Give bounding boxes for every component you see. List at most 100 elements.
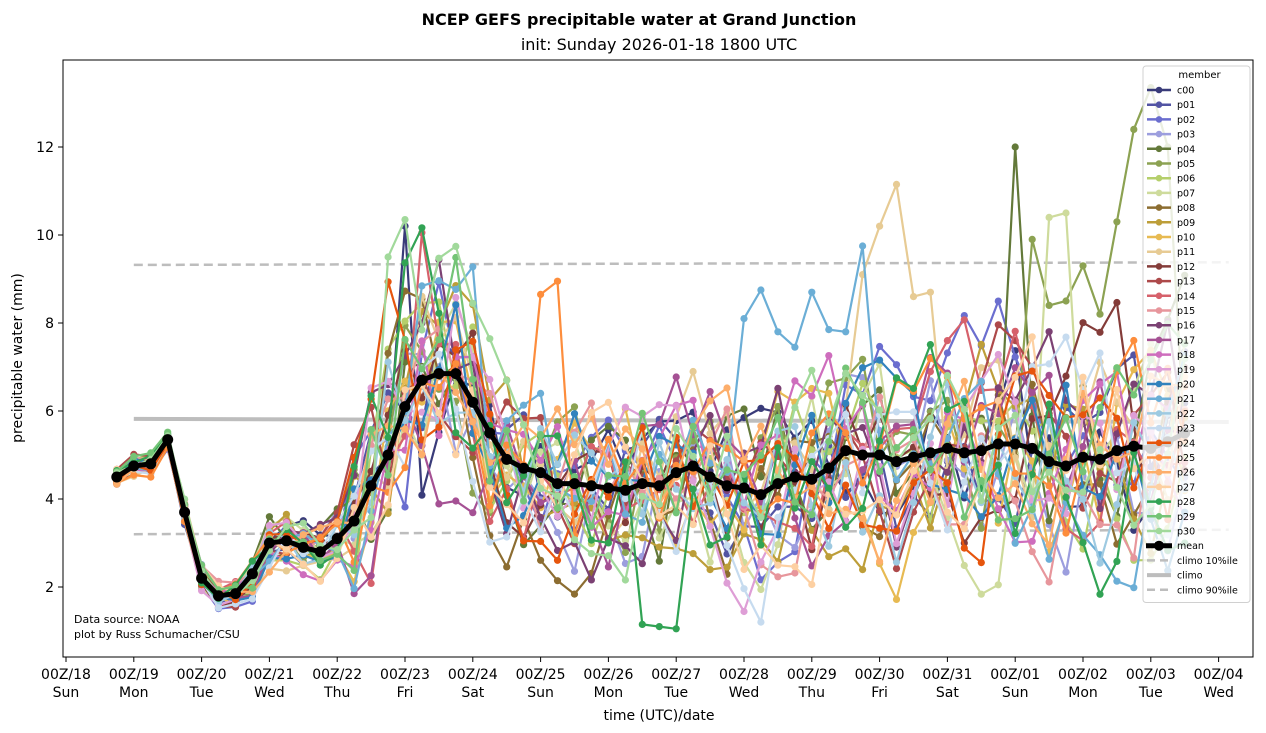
legend-label: p18 xyxy=(1177,350,1195,361)
point-p25 xyxy=(553,277,562,285)
legend-label: p21 xyxy=(1177,394,1195,405)
point-p27 xyxy=(740,565,748,574)
point-p27 xyxy=(520,519,528,527)
point-p08 xyxy=(469,454,477,462)
point-p23 xyxy=(977,434,985,443)
point-p29 xyxy=(638,409,646,417)
point-p18 xyxy=(604,508,613,516)
point-p28 xyxy=(943,405,952,414)
legend-marker xyxy=(1155,424,1163,432)
legend-item-p18: p18 xyxy=(1147,350,1195,361)
point-p28 xyxy=(842,523,850,531)
point-p27 xyxy=(960,525,968,533)
point-p03 xyxy=(1062,568,1070,576)
x-axis: 00Z/18 Sun 00Z/19 Mon 00Z/20 Tue 00Z/21 Wed 00Z/… xyxy=(41,657,1244,701)
point-p23 xyxy=(909,408,918,416)
point-p29 xyxy=(1079,468,1087,476)
point-p07 xyxy=(537,448,545,456)
legend-label: p24 xyxy=(1177,438,1195,449)
mean-point xyxy=(1111,445,1123,457)
point-p13 xyxy=(503,398,511,406)
point-p27 xyxy=(299,560,307,568)
point-p19 xyxy=(757,558,765,566)
mean-point xyxy=(162,434,174,446)
point-p26 xyxy=(859,514,867,523)
point-p30 xyxy=(418,326,426,334)
point-p02 xyxy=(757,576,765,584)
point-p25 xyxy=(1045,482,1053,490)
point-p25 xyxy=(486,502,494,510)
legend-item-p02: p02 xyxy=(1147,115,1195,126)
point-p08 xyxy=(503,563,511,571)
point-p15 xyxy=(1028,548,1036,556)
point-p08 xyxy=(876,533,884,541)
point-p24 xyxy=(825,524,833,533)
point-p30 xyxy=(401,216,409,224)
point-p27 xyxy=(452,451,460,459)
point-p28 xyxy=(520,472,528,480)
point-p19 xyxy=(1130,411,1138,420)
legend-label: p29 xyxy=(1177,512,1195,523)
point-p22 xyxy=(638,510,646,518)
mean-point xyxy=(874,449,886,461)
point-p12 xyxy=(1096,328,1104,336)
legend-label: p02 xyxy=(1177,115,1195,126)
point-p24 xyxy=(842,481,850,489)
mean-point xyxy=(552,478,563,490)
point-p02 xyxy=(926,397,935,405)
mean-point xyxy=(416,374,428,386)
point-p24 xyxy=(452,346,460,354)
point-p30 xyxy=(367,513,375,522)
point-p24 xyxy=(960,544,968,552)
point-p28 xyxy=(384,433,392,442)
legend-marker xyxy=(1155,189,1163,197)
legend-item-p13: p13 xyxy=(1147,277,1195,288)
legend-item-p28: p28 xyxy=(1147,497,1195,508)
point-p16 xyxy=(1130,380,1138,388)
point-p21 xyxy=(537,389,545,397)
point-p29 xyxy=(977,477,985,485)
legend-item-p26: p26 xyxy=(1147,468,1195,479)
mean-point xyxy=(484,427,496,439)
point-p20 xyxy=(452,301,460,309)
point-p12 xyxy=(1113,298,1121,307)
point-p11 xyxy=(689,367,697,376)
mean-point xyxy=(450,368,462,380)
point-p05 xyxy=(825,379,833,387)
legend-label: p15 xyxy=(1177,306,1195,317)
point-p22 xyxy=(791,423,799,431)
mean-point xyxy=(1043,456,1055,468)
point-p22 xyxy=(384,358,392,366)
point-p17 xyxy=(808,562,816,570)
data-source-note: Data source: NOAA xyxy=(74,613,180,626)
legend-marker xyxy=(1155,248,1163,255)
legend-item-p23: p23 xyxy=(1147,424,1195,435)
point-p05 xyxy=(1028,235,1036,243)
legend-label: p06 xyxy=(1177,174,1195,185)
point-p10 xyxy=(1130,366,1138,374)
point-p26 xyxy=(1113,455,1121,463)
x-tick-label: 00Z/18 xyxy=(41,667,91,683)
point-p29 xyxy=(909,426,918,434)
point-p30 xyxy=(926,414,935,422)
point-p28 xyxy=(1011,529,1019,538)
mean-point xyxy=(1009,438,1021,450)
point-p15 xyxy=(791,569,799,577)
point-p28 xyxy=(859,504,867,512)
point-p27 xyxy=(486,483,494,491)
point-p10 xyxy=(401,377,409,385)
point-p22 xyxy=(655,438,663,446)
point-p29 xyxy=(469,375,477,383)
point-p24 xyxy=(520,537,528,545)
point-p29 xyxy=(1045,450,1053,458)
point-p21 xyxy=(520,401,528,409)
point-p16 xyxy=(638,560,646,568)
mean-point xyxy=(806,473,818,485)
legend-item-p19: p19 xyxy=(1147,365,1195,376)
point-p28 xyxy=(587,536,596,544)
point-p18 xyxy=(1096,380,1104,388)
point-p06 xyxy=(859,379,867,388)
mean-point xyxy=(840,445,852,457)
mean-point xyxy=(280,535,292,547)
point-p30 xyxy=(960,405,968,414)
